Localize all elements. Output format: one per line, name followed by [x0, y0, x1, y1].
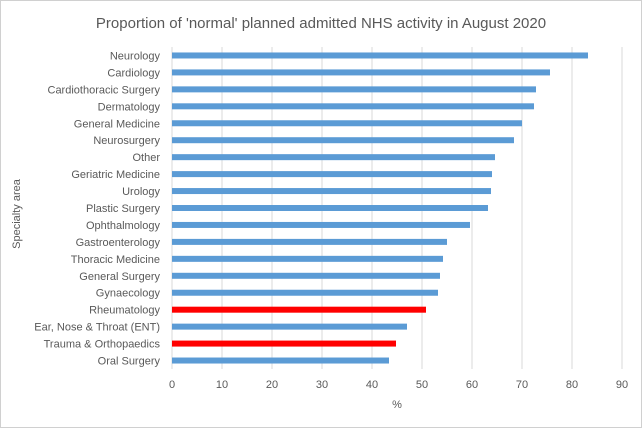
category-labels: Neurology Cardiology Cardiothoracic Surger… [34, 50, 160, 367]
category-label: Gastroenterology [76, 237, 161, 249]
category-label: Neurology [110, 50, 161, 62]
category-label: General Surgery [79, 271, 160, 283]
x-tick-label: 90 [616, 379, 628, 391]
bar [172, 154, 495, 161]
category-label: Cardiology [107, 67, 160, 79]
bar [172, 205, 488, 211]
category-label: Rheumatology [89, 305, 160, 317]
bar [172, 306, 426, 313]
category-label: Ear, Nose & Throat (ENT) [34, 322, 160, 334]
category-label: Neurosurgery [93, 135, 160, 147]
x-tick-label: 80 [566, 379, 578, 391]
category-label: Geriatric Medicine [71, 169, 160, 181]
bar [172, 340, 396, 347]
x-axis-ticks: 0 10 20 30 40 50 60 70 80 90 [169, 379, 628, 391]
category-label: Gynaecology [96, 288, 161, 300]
bar [172, 188, 491, 195]
category-label: Thoracic Medicine [71, 254, 160, 266]
x-tick-label: 20 [266, 379, 278, 391]
x-tick-label: 0 [169, 379, 175, 391]
category-label: Other [132, 152, 160, 164]
bar [172, 272, 440, 279]
y-axis-title: Specialty area [11, 178, 23, 249]
x-tick-label: 60 [466, 379, 478, 391]
chart-title: Proportion of 'normal' planned admitted … [96, 15, 546, 32]
x-tick-label: 10 [216, 379, 228, 391]
category-label: Trauma & Orthopaedics [44, 339, 161, 351]
category-label: Ophthalmology [86, 220, 160, 232]
bar [172, 323, 407, 330]
x-tick-label: 30 [316, 379, 328, 391]
x-tick-label: 40 [366, 379, 378, 391]
bar [172, 238, 447, 245]
category-label: Dermatology [98, 101, 161, 113]
bar [172, 221, 470, 228]
bar [172, 255, 443, 262]
bar [172, 289, 438, 296]
bar [172, 171, 492, 178]
x-tick-label: 50 [416, 379, 428, 391]
category-label: Urology [122, 186, 160, 198]
bar [172, 86, 536, 93]
bar [172, 69, 550, 76]
x-axis-title: % [392, 399, 402, 411]
category-label: Oral Surgery [98, 356, 161, 368]
bar [172, 52, 588, 59]
category-label: General Medicine [74, 118, 160, 130]
bar [172, 120, 522, 127]
category-label: Plastic Surgery [86, 203, 160, 215]
bars [172, 52, 588, 364]
x-tick-label: 70 [516, 379, 528, 391]
bar [172, 357, 389, 364]
bar [172, 103, 534, 110]
bar [172, 137, 514, 144]
category-label: Cardiothoracic Surgery [48, 84, 161, 96]
